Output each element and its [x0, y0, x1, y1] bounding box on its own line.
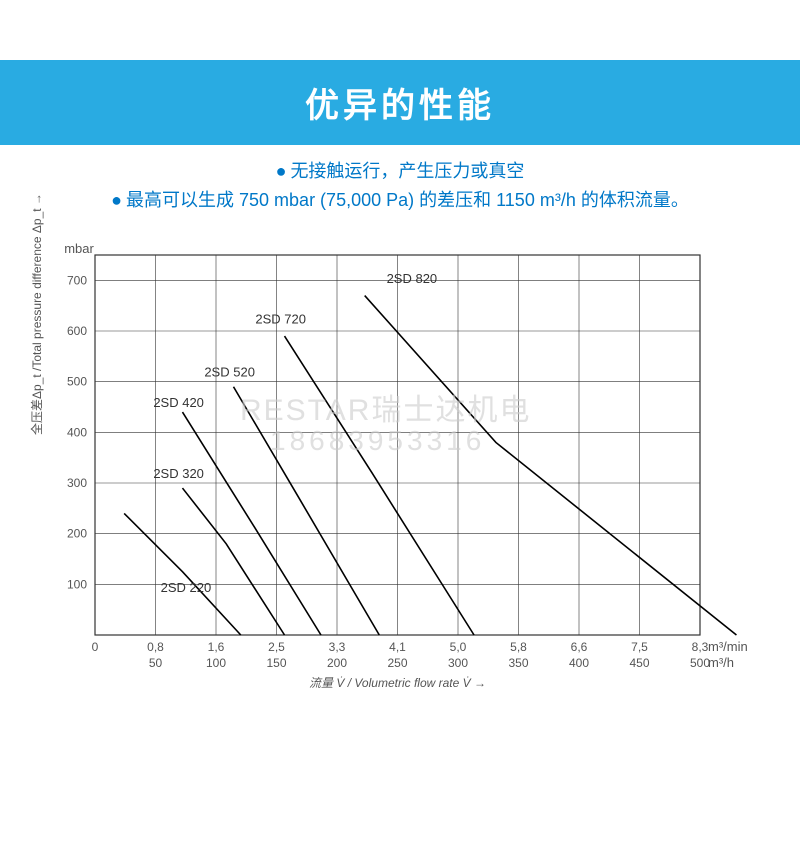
- svg-text:300: 300: [67, 476, 87, 490]
- svg-text:m³/min: m³/min: [708, 639, 748, 654]
- svg-text:150: 150: [266, 656, 286, 670]
- svg-text:8,3: 8,3: [692, 640, 709, 654]
- subtitle-line-1: 无接触运行，产生压力或真空: [0, 157, 800, 186]
- svg-text:2SD 420: 2SD 420: [153, 395, 204, 410]
- svg-text:5,8: 5,8: [510, 640, 527, 654]
- svg-text:400: 400: [67, 425, 87, 439]
- svg-text:2SD 820: 2SD 820: [387, 270, 438, 285]
- subtitle-line-2: 最高可以生成 750 mbar (75,000 Pa) 的差压和 1150 m³…: [0, 186, 800, 215]
- svg-text:400: 400: [569, 656, 589, 670]
- svg-text:0,8: 0,8: [147, 640, 164, 654]
- svg-text:100: 100: [206, 656, 226, 670]
- svg-text:200: 200: [67, 526, 87, 540]
- svg-text:50: 50: [149, 656, 163, 670]
- svg-text:350: 350: [508, 656, 528, 670]
- svg-text:2SD 720: 2SD 720: [255, 311, 306, 326]
- svg-text:2SD 320: 2SD 320: [153, 466, 204, 481]
- y-axis-label: 全压差Δp_t /Total pressure difference Δp_t …: [28, 193, 45, 435]
- svg-text:4,1: 4,1: [389, 640, 406, 654]
- svg-text:mbar: mbar: [64, 241, 94, 256]
- svg-text:3,3: 3,3: [329, 640, 346, 654]
- svg-text:2SD 520: 2SD 520: [204, 364, 255, 379]
- banner: 优异的性能: [0, 60, 800, 145]
- svg-text:6,6: 6,6: [571, 640, 588, 654]
- svg-text:2SD 220: 2SD 220: [161, 580, 212, 595]
- svg-text:450: 450: [629, 656, 649, 670]
- performance-chart: 0 0,8 50 1,6 100 2,5 150 3,3 200 4,1 250 5,0 300 5,8 3…: [40, 235, 760, 705]
- svg-text:2,5: 2,5: [268, 640, 285, 654]
- svg-text:100: 100: [67, 577, 87, 591]
- svg-text:500: 500: [67, 374, 87, 388]
- svg-text:7,5: 7,5: [631, 640, 648, 654]
- banner-title: 优异的性能: [305, 87, 495, 125]
- svg-text:700: 700: [67, 273, 87, 287]
- svg-text:流量 V̇ / Volumetric flow rate V: 流量 V̇ / Volumetric flow rate V̇ →: [309, 676, 486, 690]
- svg-text:5,0: 5,0: [450, 640, 467, 654]
- svg-text:600: 600: [67, 324, 87, 338]
- svg-text:0: 0: [92, 640, 99, 654]
- svg-text:200: 200: [327, 656, 347, 670]
- svg-text:250: 250: [387, 656, 407, 670]
- svg-text:300: 300: [448, 656, 468, 670]
- subtitles: 无接触运行，产生压力或真空 最高可以生成 750 mbar (75,000 Pa…: [0, 157, 800, 215]
- svg-text:1,6: 1,6: [208, 640, 225, 654]
- svg-text:m³/h: m³/h: [708, 655, 734, 670]
- chart-container: 全压差Δp_t /Total pressure difference Δp_t …: [40, 235, 760, 705]
